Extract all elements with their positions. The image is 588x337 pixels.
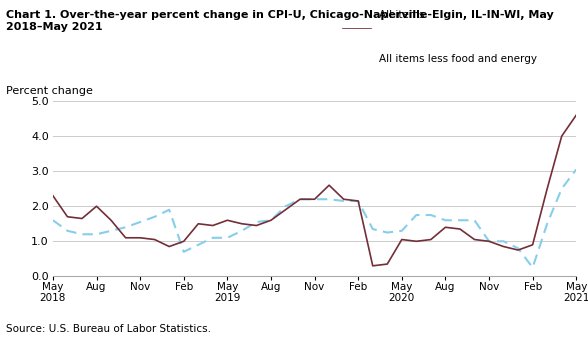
Text: Source: U.S. Bureau of Labor Statistics.: Source: U.S. Bureau of Labor Statistics.	[6, 324, 211, 334]
Text: Percent change: Percent change	[6, 86, 93, 96]
Text: All items: All items	[379, 10, 425, 20]
Text: Chart 1. Over-the-year percent change in CPI-U, Chicago-Naperville-Elgin, IL-IN-: Chart 1. Over-the-year percent change in…	[6, 10, 554, 32]
Text: All items less food and energy: All items less food and energy	[379, 54, 537, 64]
